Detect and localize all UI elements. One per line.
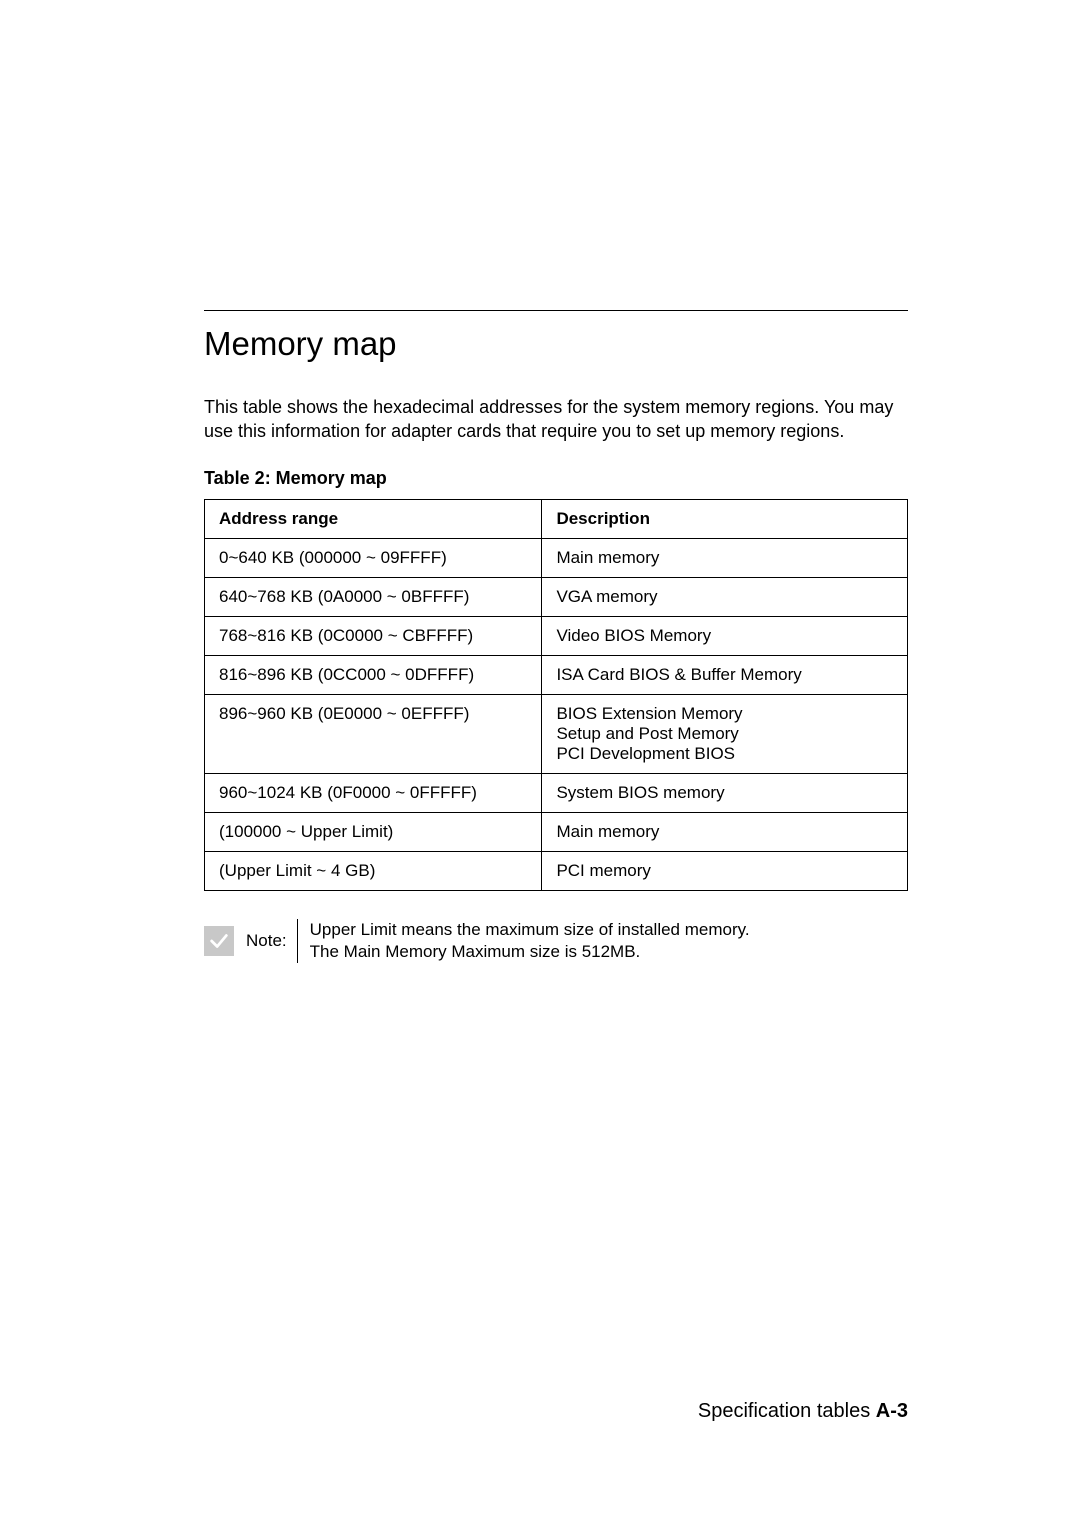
column-header-description: Description — [542, 499, 908, 538]
table-row: 960~1024 KB (0F0000 ~ 0FFFFF) System BIO… — [205, 773, 908, 812]
section-title: Memory map — [204, 325, 908, 363]
page-footer: Specification tables A-3 — [698, 1400, 908, 1423]
table-row: (100000 ~ Upper Limit) Main memory — [205, 812, 908, 851]
memory-map-table: Address range Description 0~640 KB (0000… — [204, 499, 908, 891]
intro-paragraph: This table shows the hexadecimal address… — [204, 395, 908, 444]
table-row: 640~768 KB (0A0000 ~ 0BFFFF) VGA memory — [205, 577, 908, 616]
table-row: 768~816 KB (0C0000 ~ CBFFFF) Video BIOS … — [205, 616, 908, 655]
cell-address: 640~768 KB (0A0000 ~ 0BFFFF) — [205, 577, 542, 616]
table-row: 816~896 KB (0CC000 ~ 0DFFFF) ISA Card BI… — [205, 655, 908, 694]
cell-description: BIOS Extension Memory Setup and Post Mem… — [542, 694, 908, 773]
note-text: Upper Limit means the maximum size of in… — [310, 919, 750, 963]
cell-address: (Upper Limit ~ 4 GB) — [205, 851, 542, 890]
column-header-address: Address range — [205, 499, 542, 538]
cell-description: Video BIOS Memory — [542, 616, 908, 655]
cell-description: ISA Card BIOS & Buffer Memory — [542, 655, 908, 694]
footer-page-number: A-3 — [876, 1400, 908, 1422]
cell-address: 896~960 KB (0E0000 ~ 0EFFFF) — [205, 694, 542, 773]
cell-description: PCI memory — [542, 851, 908, 890]
document-page: Memory map This table shows the hexadeci… — [0, 0, 1080, 1528]
checkmark-svg — [208, 930, 230, 952]
checkmark-icon — [204, 926, 234, 956]
table-header-row: Address range Description — [205, 499, 908, 538]
cell-description: VGA memory — [542, 577, 908, 616]
cell-address: 960~1024 KB (0F0000 ~ 0FFFFF) — [205, 773, 542, 812]
cell-description: Main memory — [542, 812, 908, 851]
cell-description: System BIOS memory — [542, 773, 908, 812]
note-block: Note: Upper Limit means the maximum size… — [204, 919, 908, 963]
cell-address: 816~896 KB (0CC000 ~ 0DFFFF) — [205, 655, 542, 694]
section-rule — [204, 310, 908, 311]
table-row: 0~640 KB (000000 ~ 09FFFF) Main memory — [205, 538, 908, 577]
table-caption: Table 2: Memory map — [204, 468, 908, 489]
footer-text: Specification tables — [698, 1400, 876, 1422]
table-row: 896~960 KB (0E0000 ~ 0EFFFF) BIOS Extens… — [205, 694, 908, 773]
table-row: (Upper Limit ~ 4 GB) PCI memory — [205, 851, 908, 890]
note-label: Note: — [246, 919, 298, 963]
cell-description: Main memory — [542, 538, 908, 577]
cell-address: 0~640 KB (000000 ~ 09FFFF) — [205, 538, 542, 577]
cell-address: 768~816 KB (0C0000 ~ CBFFFF) — [205, 616, 542, 655]
cell-address: (100000 ~ Upper Limit) — [205, 812, 542, 851]
